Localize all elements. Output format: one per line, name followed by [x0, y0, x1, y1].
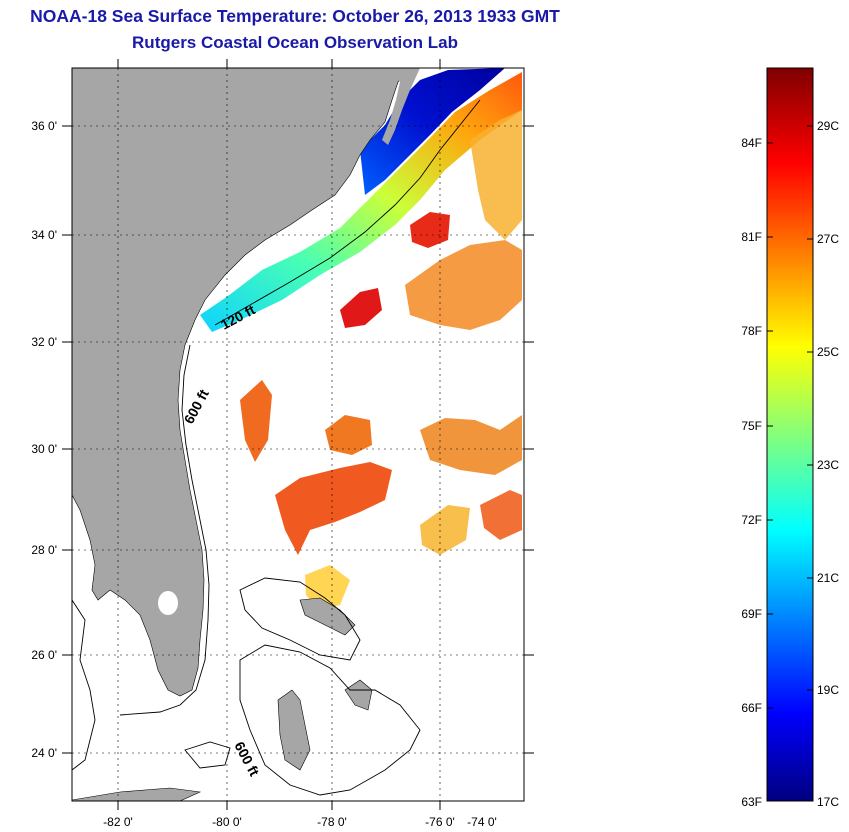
colorbar-f-label: 72F: [741, 513, 762, 527]
contour-bahamas-south: [239, 644, 421, 796]
colorbar-c-label: 21C: [817, 571, 839, 585]
lon-label: -80 0': [212, 815, 242, 829]
contour-cuba-shelf: [184, 741, 231, 769]
colorbar: [766, 67, 814, 802]
sst-patch-central: [275, 462, 392, 555]
lat-label: 26 0': [31, 648, 57, 662]
colorbar-f-label: 78F: [741, 324, 762, 338]
land-andros: [277, 689, 311, 771]
contour-120ft: [214, 99, 481, 326]
map-title: NOAA-18 Sea Surface Temperature: October…: [30, 6, 560, 26]
colorbar-f-label: 81F: [741, 230, 762, 244]
lon-label: -76 0': [425, 815, 455, 829]
colorbar-min-label: 63F: [741, 795, 762, 809]
lon-label: -78 0': [317, 815, 347, 829]
colorbar-ticks: [767, 125, 813, 709]
lake-okeechobee: [158, 591, 178, 615]
land-us-florida: [72, 68, 411, 697]
lat-label: 24 0': [31, 746, 57, 760]
colorbar-f-label: 66F: [741, 701, 762, 715]
lat-label: 34 0': [31, 228, 57, 242]
sst-patch-scatter3: [480, 490, 522, 540]
graticule: [72, 68, 524, 801]
lon-label: -74 0': [467, 815, 497, 829]
map-frame: [71, 67, 525, 802]
lat-label: 28 0': [31, 543, 57, 557]
colorbar-max-label: 17C: [817, 795, 839, 809]
colorbar-f-label: 75F: [741, 419, 762, 433]
map-subtitle: Rutgers Coastal Ocean Observation Lab: [132, 33, 458, 52]
sst-coastal-band: [200, 72, 522, 332]
land-grand-bahama: [299, 597, 356, 636]
sst-patch-west: [240, 380, 272, 462]
map-ticks: [62, 59, 534, 810]
contour-bahamas: [239, 577, 361, 661]
colorbar-f-label: 69F: [741, 607, 762, 621]
colorbar-c-label: 25C: [817, 345, 839, 359]
sst-patch-mid: [325, 415, 372, 455]
lat-label: 30 0': [31, 442, 57, 456]
lat-label: 36 0': [31, 119, 57, 133]
lon-label: -82 0': [103, 815, 133, 829]
sst-patch-red2: [410, 212, 450, 248]
contour-600ft: [119, 344, 210, 716]
contour-florida-west: [72, 599, 96, 771]
sst-patch-north-east: [470, 110, 522, 240]
sst-patch-south: [420, 415, 522, 475]
colorbar-f-label: 84F: [741, 136, 762, 150]
lat-label: 32 0': [31, 335, 57, 349]
sst-patch-red: [340, 288, 382, 328]
sst-cold-north: [360, 68, 505, 195]
sst-patch-east: [405, 240, 522, 330]
colorbar-c-label: 19C: [817, 683, 839, 697]
colorbar-c-label: 27C: [817, 232, 839, 246]
sst-patch-scatter: [420, 505, 470, 555]
land-bahamas-east: [344, 679, 373, 711]
colorbar-c-label: 29C: [817, 119, 839, 133]
land-cuba: [72, 787, 202, 801]
colorbar-c-label: 23C: [817, 458, 839, 472]
